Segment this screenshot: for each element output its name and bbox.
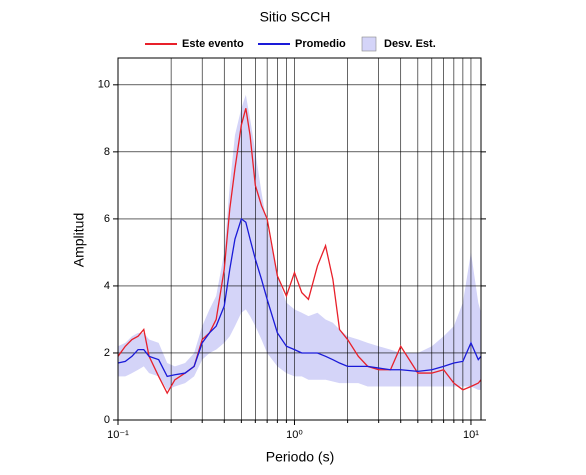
series-line (117, 108, 482, 395)
legend-label: Promedio (295, 38, 346, 50)
series-line (117, 217, 482, 378)
x-tick-label: 10¹ (463, 429, 479, 441)
y-tick-label: 10 (98, 79, 110, 91)
y-tick-label: 0 (104, 414, 110, 426)
x-tick-label: 10⁰ (286, 429, 303, 441)
std-band (118, 94, 481, 390)
y-tick-label: 6 (104, 213, 110, 225)
y-tick-label: 2 (104, 347, 110, 359)
legend-swatch (361, 36, 377, 52)
x-axis-label: Periodo (s) (266, 449, 334, 465)
x-tick-label: 10⁻¹ (107, 429, 129, 441)
y-tick-label: 8 (104, 146, 110, 158)
chart-title: Sitio SCCH (260, 9, 331, 25)
legend-label: Desv. Est. (384, 38, 436, 50)
plot-frame (117, 57, 482, 421)
legend-label: Este evento (182, 38, 244, 50)
y-axis-label: Amplitud (71, 213, 87, 267)
y-tick-label: 4 (104, 280, 110, 292)
